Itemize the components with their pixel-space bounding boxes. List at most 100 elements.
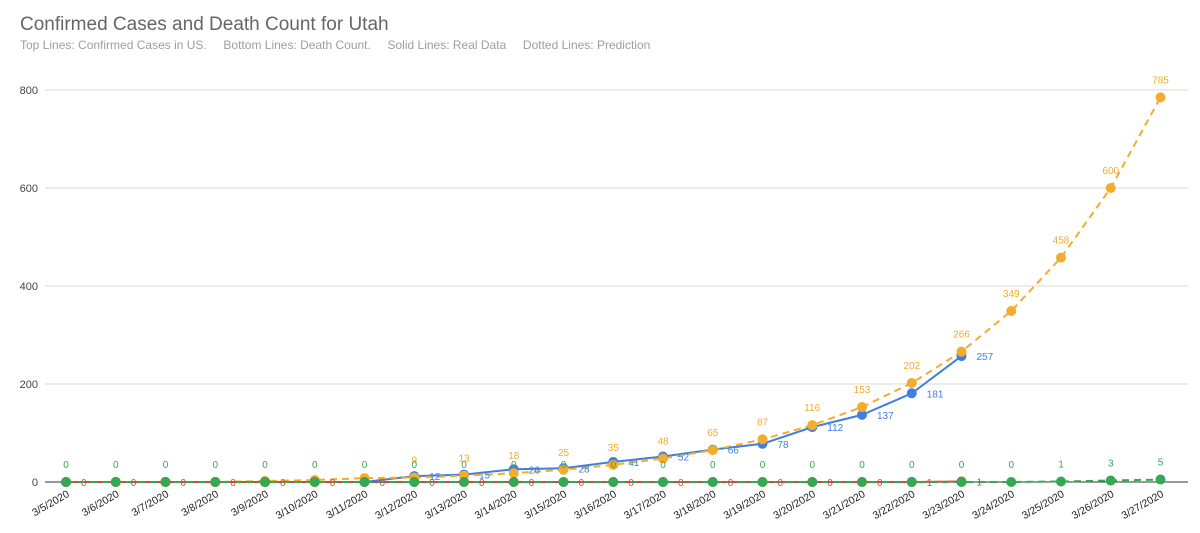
data-label: 181: [927, 389, 944, 400]
data-label: 0: [827, 478, 833, 489]
y-tick-label: 400: [20, 281, 38, 293]
data-label: 0: [330, 478, 336, 489]
data-point: [608, 459, 619, 470]
data-label: 458: [1053, 236, 1070, 247]
data-label: 0: [380, 478, 386, 489]
data-label: 785: [1152, 75, 1169, 86]
x-tick-label: 3/11/2020: [324, 488, 370, 521]
chart-subtitle: Top Lines: Confirmed Cases in US. Bottom…: [20, 38, 651, 52]
data-label: 35: [608, 443, 620, 454]
x-tick-label: 3/5/2020: [30, 488, 72, 519]
data-label: 0: [362, 460, 368, 471]
data-label: 0: [212, 460, 218, 471]
data-label: 48: [657, 436, 669, 447]
x-tick-label: 3/10/2020: [274, 488, 321, 522]
data-label: 257: [977, 352, 994, 363]
data-point: [260, 477, 270, 487]
data-point: [508, 477, 519, 487]
data-label: 0: [710, 460, 716, 471]
data-label: 65: [707, 428, 719, 439]
data-point: [1155, 474, 1166, 485]
data-label: 0: [877, 478, 883, 489]
data-point: [857, 402, 867, 413]
data-label: 116: [804, 403, 820, 414]
data-label: 52: [678, 453, 690, 464]
data-point: [1056, 476, 1066, 487]
data-label: 66: [728, 446, 740, 457]
data-point: [707, 445, 718, 456]
data-point: [459, 477, 469, 487]
data-label: 349: [1003, 289, 1020, 300]
x-tick-label: 3/6/2020: [80, 488, 122, 519]
data-point: [757, 477, 768, 487]
data-label: 0: [579, 478, 585, 489]
data-point: [956, 477, 967, 487]
data-point: [807, 420, 818, 431]
x-tick-label: 3/27/2020: [1120, 488, 1167, 522]
data-label: 0: [131, 478, 137, 489]
data-label: 0: [312, 460, 318, 471]
data-label: 0: [561, 460, 567, 471]
data-label: 0: [809, 460, 815, 471]
data-label: 0: [461, 460, 467, 471]
x-tick-label: 3/9/2020: [229, 488, 271, 519]
series-line: [66, 96, 1162, 483]
data-label: 0: [859, 460, 865, 471]
data-point: [558, 477, 569, 487]
data-label: 0: [728, 478, 734, 489]
y-tick-label: 0: [32, 477, 38, 489]
data-point: [1006, 477, 1017, 487]
data-label: 112: [827, 423, 843, 434]
x-tick-label: 3/14/2020: [473, 488, 520, 522]
chart-title: Confirmed Cases and Death Count for Utah: [20, 14, 389, 35]
x-tick-label: 3/13/2020: [423, 488, 470, 522]
data-point: [409, 477, 420, 487]
data-point: [359, 477, 370, 487]
data-point: [807, 477, 818, 487]
data-label: 1: [1058, 460, 1064, 471]
data-label: 0: [163, 460, 169, 471]
data-label: 18: [508, 451, 520, 462]
x-tick-label: 3/20/2020: [771, 488, 818, 522]
data-label: 202: [903, 361, 920, 372]
series-line: [66, 478, 1161, 483]
data-label: 0: [959, 460, 965, 471]
data-point: [61, 477, 71, 487]
x-tick-label: 3/19/2020: [722, 488, 769, 522]
data-point: [160, 477, 171, 487]
data-point: [1006, 305, 1017, 316]
data-point: [608, 477, 619, 487]
data-label: 28: [579, 464, 591, 475]
data-label: 0: [113, 460, 119, 471]
data-label: 13: [458, 454, 470, 465]
x-tick-label: 3/23/2020: [921, 488, 968, 522]
data-label: 3: [1108, 459, 1114, 470]
x-tick-label: 3/22/2020: [871, 488, 918, 522]
data-label: 26: [529, 465, 541, 476]
x-axis: 3/5/2020 3/6/2020 3/7/2020 3/8/2020 3/9/2020…: [30, 488, 1166, 522]
x-tick-label: 3/17/2020: [622, 488, 669, 522]
data-label: 266: [953, 330, 970, 341]
data-label: 0: [63, 460, 69, 471]
data-point: [857, 409, 867, 420]
data-point: [210, 477, 221, 487]
data-label: 0: [610, 460, 616, 471]
data-label: 1: [927, 478, 933, 489]
y-tick-label: 200: [20, 379, 38, 391]
data-label: 78: [778, 440, 790, 451]
data-point: [658, 453, 668, 464]
data-point: [906, 378, 917, 389]
data-label: 0: [660, 460, 666, 471]
x-tick-label: 3/21/2020: [821, 488, 868, 522]
data-label: 5: [1158, 458, 1164, 469]
data-label: 0: [760, 460, 766, 471]
x-tick-label: 3/26/2020: [1070, 488, 1117, 522]
data-label: 0: [529, 478, 535, 489]
data-point: [707, 477, 718, 487]
data-label: 0: [81, 478, 87, 489]
y-tick-label: 800: [20, 85, 38, 97]
data-point: [658, 477, 668, 487]
y-axis: 0 200 400 600 800: [20, 85, 38, 489]
x-tick-label: 3/24/2020: [970, 488, 1017, 522]
